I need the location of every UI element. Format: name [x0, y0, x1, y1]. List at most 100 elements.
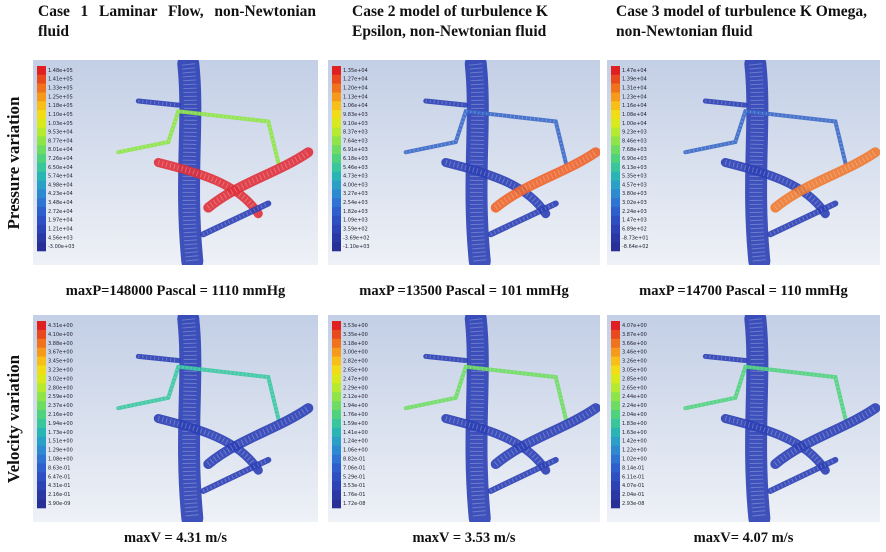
legend-label: 2.47e+00 [343, 376, 368, 382]
legend-band [37, 418, 46, 429]
legend-band [332, 162, 341, 173]
legend-label: 3.66e+00 [622, 341, 647, 347]
legend-band [37, 454, 46, 464]
legend-band [37, 206, 46, 217]
legend-label: 2.12e+00 [343, 394, 368, 400]
vessel [200, 456, 272, 494]
legend-label: 1.59e+00 [343, 421, 368, 427]
legend-band [611, 127, 620, 137]
legend-label: 2.82e+00 [343, 359, 368, 365]
legend-band [37, 445, 46, 455]
vessel [720, 414, 830, 475]
legend-band [611, 180, 620, 190]
vessel-texture [489, 458, 557, 493]
caption: maxP =14700 Pascal = 110 mmHg [639, 283, 848, 299]
legend-band [611, 206, 620, 217]
legend-band [611, 321, 620, 331]
legend-band [37, 383, 46, 393]
legend-label: 4.31e-01 [48, 483, 70, 489]
legend-label: 1.31e+04 [622, 86, 647, 92]
legend-label: 4.98e+04 [48, 182, 73, 188]
legend-band [332, 481, 341, 491]
legend-band [332, 127, 341, 137]
legend-band [332, 427, 341, 438]
legend-label: 1.13e+04 [343, 94, 368, 100]
vessel-texture [138, 99, 179, 107]
vessel [441, 158, 551, 219]
legend-label: 1.02e+00 [622, 457, 647, 463]
caption: maxV= 4.07 m/s [693, 530, 794, 546]
legend-label: 8.01e+04 [48, 147, 73, 153]
legend-band [332, 490, 341, 500]
legend-label: 5.29e-01 [343, 474, 365, 480]
legend-band [332, 136, 341, 146]
legend-band [332, 410, 341, 420]
legend-label: 1.42e+00 [622, 439, 647, 445]
legend-label: 3.53e+00 [343, 323, 368, 329]
legend-band [37, 481, 46, 491]
legend-band [611, 418, 620, 429]
legend-band [37, 154, 46, 164]
simulation-panel: 4.31e+00 4.10e+00 3.88e+00 3.67e+00 3.45e+00… [33, 315, 318, 522]
legend-label: 1.47e+03 [622, 218, 647, 224]
legend-label: 1.94e+00 [48, 421, 73, 427]
legend-label: 2.04e+00 [622, 412, 647, 418]
legend-band [332, 454, 341, 464]
vessel-texture [748, 318, 766, 519]
legend-band [37, 83, 46, 93]
legend-band [37, 321, 46, 331]
legend-label: 1.27e+04 [343, 77, 368, 83]
legend-band [332, 374, 341, 384]
legend-band [611, 233, 620, 243]
vessel [403, 364, 568, 421]
legend-label: 4.07e+00 [622, 323, 647, 329]
legend-band [332, 321, 341, 331]
legend-band [611, 472, 620, 482]
legend-band [332, 180, 341, 190]
legend-band [37, 118, 46, 128]
vessel-texture [206, 149, 310, 210]
legend-band [37, 74, 46, 84]
legend-label: 1.63e+00 [622, 430, 647, 436]
legend-label: 2.80e+00 [48, 385, 73, 391]
legend-label: 3.35e+00 [343, 332, 368, 338]
legend-label: 2.24e+03 [622, 209, 647, 215]
vessel [441, 414, 551, 475]
legend-band [37, 101, 46, 111]
legend-label: 8.82e-01 [343, 457, 365, 463]
legend-band [611, 154, 620, 164]
legend-band [611, 374, 620, 384]
legend-band [37, 233, 46, 243]
legend-band [332, 338, 341, 349]
vessel [720, 158, 830, 219]
legend-band [611, 162, 620, 173]
caption: maxV = 4.31 m/s [123, 530, 228, 546]
legend-label: 3.23e+00 [48, 367, 73, 373]
legend-band [37, 463, 46, 473]
vessel-texture [425, 99, 466, 107]
legend-label: 3.46e+00 [622, 350, 647, 356]
vessel-texture [685, 109, 847, 163]
legend-band [611, 383, 620, 393]
vessel [177, 315, 204, 522]
legend-band [332, 154, 341, 164]
legend-band [611, 145, 620, 155]
vessel-texture [405, 365, 567, 419]
legend-band [37, 329, 46, 340]
legend-band [332, 233, 341, 243]
legend-band [37, 189, 46, 199]
vessel-texture [493, 149, 598, 210]
legend-label: 9.23e+03 [622, 130, 647, 136]
simulation-panel: 3.53e+00 3.35e+00 3.18e+00 3.00e+00 2.82e+00… [328, 315, 600, 522]
vessel-texture [157, 415, 261, 472]
legend-band [611, 356, 620, 366]
vessel-texture [445, 159, 549, 216]
simulation-panel: 1.48e+05 1.41e+05 1.33e+05 1.25e+05 1.18e+05… [33, 60, 318, 265]
legend-band [332, 198, 341, 208]
legend-band [332, 356, 341, 366]
vessel-texture [181, 318, 199, 519]
legend-band [37, 365, 46, 375]
legend-label: 1.09e+03 [343, 218, 368, 224]
legend-band [332, 92, 341, 102]
legend-band [37, 410, 46, 420]
